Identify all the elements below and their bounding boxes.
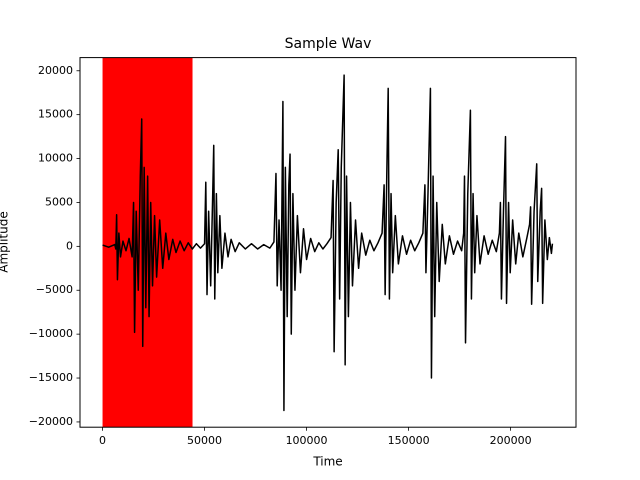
y-tick-label: 15000 xyxy=(38,108,73,121)
y-tick-label: −10000 xyxy=(29,327,73,340)
y-tick-label: −5000 xyxy=(36,283,73,296)
y-tick-label: 20000 xyxy=(38,64,73,77)
y-tick-label: −20000 xyxy=(29,415,73,428)
x-tick-label: 100000 xyxy=(286,434,328,447)
x-tick-label: 0 xyxy=(99,434,106,447)
y-axis-label: Amplitude xyxy=(0,211,11,273)
y-tick-label: −15000 xyxy=(29,371,73,384)
x-tick-label: 50000 xyxy=(187,434,222,447)
y-tick-label: 10000 xyxy=(38,152,73,165)
x-tick-label: 150000 xyxy=(388,434,430,447)
plot-area: −20000 −15000 −10000 −5000 0 5000 10000 15000 20… xyxy=(29,57,577,447)
chart-title: Sample Wav xyxy=(285,36,372,52)
waveform-line xyxy=(102,74,554,412)
x-tick-label: 200000 xyxy=(490,434,532,447)
x-axis-label: Time xyxy=(312,455,342,469)
y-tick-label: 0 xyxy=(66,239,73,252)
y-tick-label: 5000 xyxy=(45,195,73,208)
axes-frame xyxy=(79,57,577,428)
